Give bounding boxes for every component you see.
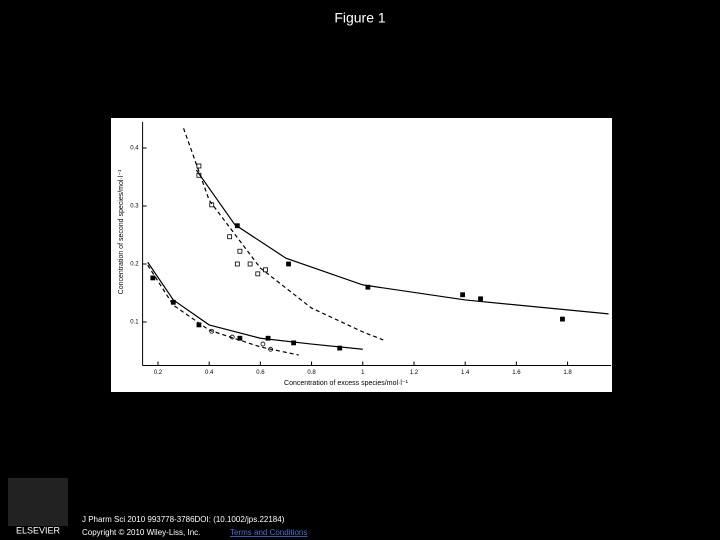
x-tick-label: 1.4 [461, 370, 470, 376]
data-point [263, 267, 268, 273]
x-tick-label: 0.2 [154, 370, 163, 376]
y-tick-label: 0.1 [130, 320, 139, 326]
logo-image [8, 478, 68, 526]
fit-curve [182, 128, 384, 341]
x-tick-label: 1.8 [563, 370, 572, 376]
chart: 0.2 0.4 0.6 0.8 1 1.2 1.4 1.6 1.8 0.1 0.2 0.3 0.4 Con… [118, 121, 612, 387]
data-point [150, 275, 156, 281]
fit-curve [195, 169, 609, 315]
x-tick-label: 0.8 [307, 370, 316, 376]
data-point [286, 261, 291, 267]
y-tick-label: 0.2 [130, 262, 139, 268]
data-point [478, 296, 483, 302]
terms-link[interactable]: Terms and Conditions [230, 528, 307, 537]
data-point [237, 248, 243, 254]
x-tick-label: 1.2 [410, 370, 419, 376]
logo-text: ELSEVIER [16, 525, 61, 535]
citation: J Pharm Sci 2010 993778-3786DOI: (10.100… [82, 515, 285, 524]
x-tick-label: 0.6 [256, 370, 265, 376]
data-point [237, 335, 243, 341]
data-point [265, 335, 271, 341]
data-point [260, 341, 266, 347]
y-tick-label: 0.3 [130, 204, 139, 210]
fit-curve [147, 264, 299, 356]
data-point [255, 271, 261, 277]
y-tick-label: 0.4 [130, 146, 139, 152]
figure-panel [111, 118, 612, 392]
x-tick-label: 0.4 [205, 370, 214, 376]
x-tick-label: 1 [361, 370, 365, 376]
data-point [234, 261, 240, 267]
data-point [291, 340, 297, 346]
x-tick-label: 1.6 [512, 370, 521, 376]
data-point [560, 316, 565, 322]
slide-title: Figure 1 [334, 10, 386, 26]
x-axis-title: Concentration of excess species/mol·l⁻¹ [284, 380, 409, 387]
fit-curve [147, 261, 363, 350]
data-point [227, 234, 233, 240]
data-point [247, 261, 253, 267]
data-point [196, 163, 202, 169]
data-point [460, 292, 466, 298]
data-point [337, 345, 343, 351]
copyright: Copyright © 2010 Wiley-Liss, Inc. [82, 528, 200, 537]
y-axis-title: Concentration of second species/mol·l⁻¹ [118, 169, 125, 294]
